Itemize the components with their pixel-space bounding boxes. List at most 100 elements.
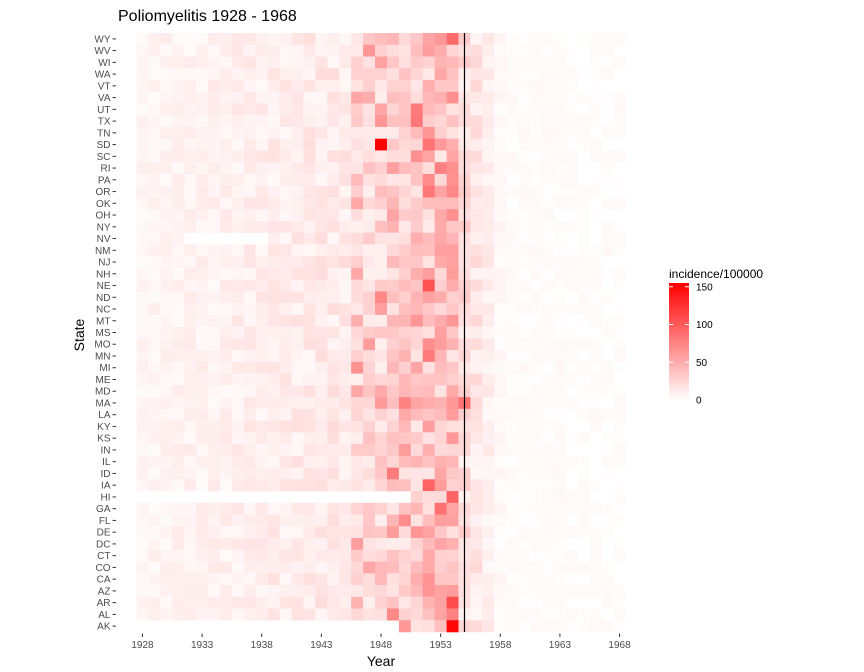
heatmap-cell: [315, 314, 328, 327]
heatmap-cell: [386, 585, 400, 598]
heatmap-cell: [196, 361, 209, 374]
heatmap-cell: [386, 267, 400, 280]
heatmap-cell: [243, 291, 257, 304]
heatmap-cell: [434, 138, 447, 151]
heatmap-cell: [291, 408, 304, 421]
heatmap-cell: [375, 209, 388, 222]
heatmap-cell: [231, 350, 245, 363]
heatmap-cell: [565, 267, 579, 280]
heatmap-cell: [172, 573, 185, 586]
heatmap-cell: [410, 338, 424, 351]
heatmap-cell: [494, 397, 507, 410]
heatmap-cell: [327, 173, 340, 186]
heatmap-cell: [446, 467, 459, 480]
heatmap-cell: [327, 103, 340, 116]
heatmap-cell: [267, 126, 280, 140]
heatmap-cell: [363, 56, 376, 69]
heatmap-cell: [172, 350, 185, 363]
heatmap-cell: [482, 526, 495, 539]
heatmap-cell: [219, 502, 233, 515]
heatmap-cell: [530, 68, 543, 81]
heatmap-cell: [375, 197, 388, 210]
heatmap-cell: [422, 244, 435, 257]
heatmap-cell: [410, 432, 424, 445]
heatmap-cell: [530, 479, 543, 492]
heatmap-cell: [184, 326, 197, 339]
heatmap-cell: [219, 573, 233, 586]
heatmap-cell: [422, 502, 435, 515]
heatmap-cell: [196, 338, 209, 351]
heatmap-cell: [327, 596, 340, 609]
heatmap-cell: [518, 303, 531, 316]
heatmap-cell: [542, 444, 555, 457]
heatmap-cell: [482, 491, 495, 504]
heatmap-cell: [255, 385, 268, 398]
heatmap-cell: [553, 185, 567, 198]
heatmap-cell: [410, 103, 424, 116]
heatmap-cell: [506, 491, 519, 504]
heatmap-cell: [160, 420, 173, 433]
heatmap-cell: [327, 467, 340, 480]
heatmap-cell: [315, 91, 328, 104]
heatmap-cell: [208, 549, 221, 562]
heatmap-cell: [434, 585, 447, 598]
heatmap-cell: [422, 573, 435, 586]
heatmap-cell: [291, 33, 304, 46]
heatmap-cell: [327, 79, 340, 93]
heatmap-cell: [160, 361, 173, 374]
x-tick-label: 1933: [191, 640, 214, 651]
heatmap-cell: [577, 338, 591, 351]
heatmap-cell: [553, 338, 567, 351]
heatmap-cell: [303, 279, 316, 292]
heatmap-cell: [136, 68, 149, 81]
heatmap-cell: [172, 244, 185, 257]
heatmap-cell: [577, 33, 591, 46]
y-tick-label: SC: [97, 152, 111, 163]
heatmap-cell: [172, 103, 185, 116]
heatmap-cell: [565, 491, 579, 504]
heatmap-cell: [196, 608, 209, 621]
heatmap-cell: [482, 432, 495, 445]
heatmap-cell: [422, 56, 435, 69]
heatmap-cell: [219, 514, 233, 527]
heatmap-cell: [160, 291, 173, 304]
heatmap-cell: [351, 350, 364, 363]
heatmap-cell: [530, 303, 543, 316]
heatmap-cell: [255, 150, 268, 163]
heatmap-cell: [255, 103, 268, 116]
heatmap-cell: [267, 502, 280, 515]
heatmap-cell: [327, 91, 340, 104]
heatmap-cell: [184, 361, 197, 374]
heatmap-cell: [375, 444, 388, 457]
heatmap-cell: [351, 56, 364, 69]
heatmap-cell: [184, 385, 197, 398]
heatmap-cell: [482, 596, 495, 609]
heatmap-cell: [553, 197, 567, 210]
heatmap-cell: [303, 397, 316, 410]
heatmap-cell: [613, 314, 626, 327]
heatmap-cell: [375, 279, 388, 292]
heatmap-cell: [542, 502, 555, 515]
heatmap-cell: [446, 185, 459, 198]
heatmap-cell: [243, 33, 257, 46]
heatmap-cell: [231, 338, 245, 351]
heatmap-cell: [267, 91, 280, 104]
heatmap-cell: [482, 514, 495, 527]
heatmap-cell: [494, 162, 507, 175]
heatmap-cell: [589, 138, 602, 151]
heatmap-cell: [375, 115, 388, 128]
heatmap-cell: [398, 185, 412, 198]
heatmap-cell: [398, 79, 412, 93]
heatmap-cell: [553, 220, 567, 233]
heatmap-cell: [231, 397, 245, 410]
heatmap-cell: [470, 596, 483, 609]
heatmap-cell: [446, 479, 459, 492]
heatmap-cell: [339, 596, 352, 609]
heatmap-cell: [196, 79, 209, 93]
heatmap-cell: [422, 467, 435, 480]
heatmap-cell: [172, 291, 185, 304]
heatmap-cell: [339, 150, 352, 163]
heatmap-cell: [315, 408, 328, 421]
heatmap-cell: [398, 220, 412, 233]
heatmap-cell: [351, 467, 364, 480]
